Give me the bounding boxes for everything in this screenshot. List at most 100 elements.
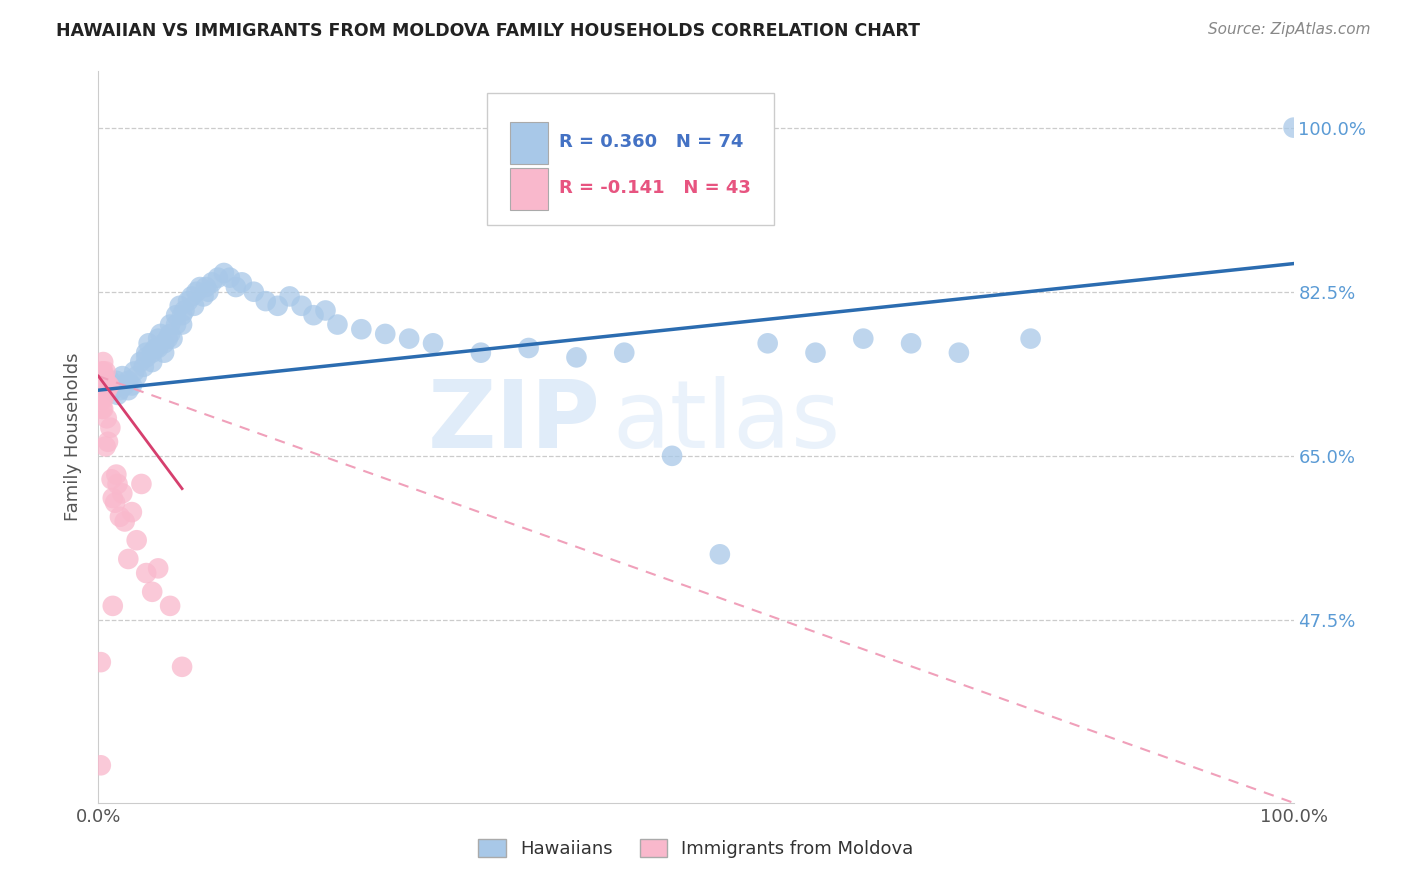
- Point: [107, 477, 129, 491]
- Point: [90, 388, 112, 402]
- Point: [153, 336, 176, 351]
- Point: [94, 374, 117, 388]
- Point: [243, 285, 266, 299]
- Point: [565, 351, 588, 365]
- Point: [101, 599, 124, 613]
- Point: [756, 336, 779, 351]
- Point: [91, 392, 114, 407]
- Point: [93, 388, 115, 402]
- Point: [149, 326, 172, 341]
- Point: [278, 289, 301, 303]
- FancyBboxPatch shape: [509, 122, 548, 163]
- Point: [93, 369, 115, 384]
- Point: [231, 276, 253, 290]
- Point: [96, 411, 118, 425]
- Point: [91, 401, 114, 416]
- Point: [91, 364, 114, 378]
- Point: [91, 355, 114, 369]
- Point: [91, 374, 114, 388]
- Point: [114, 515, 136, 529]
- Point: [186, 285, 208, 299]
- Point: [117, 552, 139, 566]
- Point: [302, 308, 325, 322]
- Point: [132, 359, 155, 374]
- Point: [97, 378, 120, 392]
- Point: [129, 355, 152, 369]
- Text: R = -0.141   N = 43: R = -0.141 N = 43: [558, 179, 751, 197]
- Point: [212, 266, 235, 280]
- Point: [91, 401, 114, 416]
- Point: [105, 467, 128, 482]
- Point: [165, 318, 187, 332]
- Point: [177, 294, 200, 309]
- Point: [169, 299, 191, 313]
- Text: atlas: atlas: [613, 376, 841, 468]
- Point: [422, 336, 444, 351]
- Point: [267, 299, 290, 313]
- Point: [96, 383, 118, 397]
- Point: [91, 383, 114, 397]
- Point: [159, 599, 181, 613]
- Point: [172, 308, 194, 322]
- Point: [661, 449, 683, 463]
- Point: [90, 392, 112, 407]
- Point: [1019, 332, 1042, 346]
- Point: [94, 364, 117, 378]
- Point: [138, 336, 160, 351]
- Point: [135, 351, 157, 365]
- Point: [948, 345, 970, 359]
- Point: [148, 341, 170, 355]
- Point: [613, 345, 636, 359]
- Point: [94, 440, 117, 454]
- Point: [104, 496, 127, 510]
- Point: [111, 486, 134, 500]
- Point: [141, 355, 163, 369]
- Point: [852, 332, 875, 346]
- Point: [141, 345, 163, 359]
- Point: [291, 299, 314, 313]
- Point: [709, 547, 731, 561]
- Point: [93, 378, 115, 392]
- Point: [148, 561, 170, 575]
- Point: [90, 758, 112, 772]
- Point: [195, 280, 218, 294]
- Point: [135, 345, 157, 359]
- Point: [90, 374, 112, 388]
- Point: [98, 378, 121, 392]
- Point: [315, 303, 337, 318]
- Point: [900, 336, 922, 351]
- Point: [100, 472, 122, 486]
- Text: HAWAIIAN VS IMMIGRANTS FROM MOLDOVA FAMILY HOUSEHOLDS CORRELATION CHART: HAWAIIAN VS IMMIGRANTS FROM MOLDOVA FAMI…: [56, 22, 921, 40]
- Point: [350, 322, 373, 336]
- Point: [225, 280, 247, 294]
- Point: [470, 345, 492, 359]
- Point: [207, 270, 229, 285]
- Point: [148, 332, 170, 346]
- Point: [326, 318, 349, 332]
- Point: [135, 566, 157, 580]
- Point: [374, 326, 396, 341]
- Point: [517, 341, 540, 355]
- Point: [101, 383, 124, 397]
- Point: [98, 420, 122, 434]
- Text: R = 0.360   N = 74: R = 0.360 N = 74: [558, 133, 742, 152]
- Point: [101, 491, 124, 505]
- Point: [159, 318, 181, 332]
- Point: [121, 505, 143, 519]
- FancyBboxPatch shape: [486, 94, 773, 225]
- Legend: Hawaiians, Immigrants from Moldova: Hawaiians, Immigrants from Moldova: [470, 830, 922, 867]
- Point: [156, 332, 179, 346]
- Point: [91, 374, 114, 388]
- Point: [197, 285, 219, 299]
- Point: [180, 289, 202, 303]
- Point: [117, 374, 139, 388]
- Point: [162, 332, 184, 346]
- Point: [254, 294, 277, 309]
- Point: [125, 533, 148, 548]
- Point: [1282, 120, 1305, 135]
- Point: [91, 383, 114, 397]
- Point: [94, 383, 117, 397]
- Point: [153, 345, 176, 359]
- Point: [201, 276, 224, 290]
- Point: [125, 369, 148, 384]
